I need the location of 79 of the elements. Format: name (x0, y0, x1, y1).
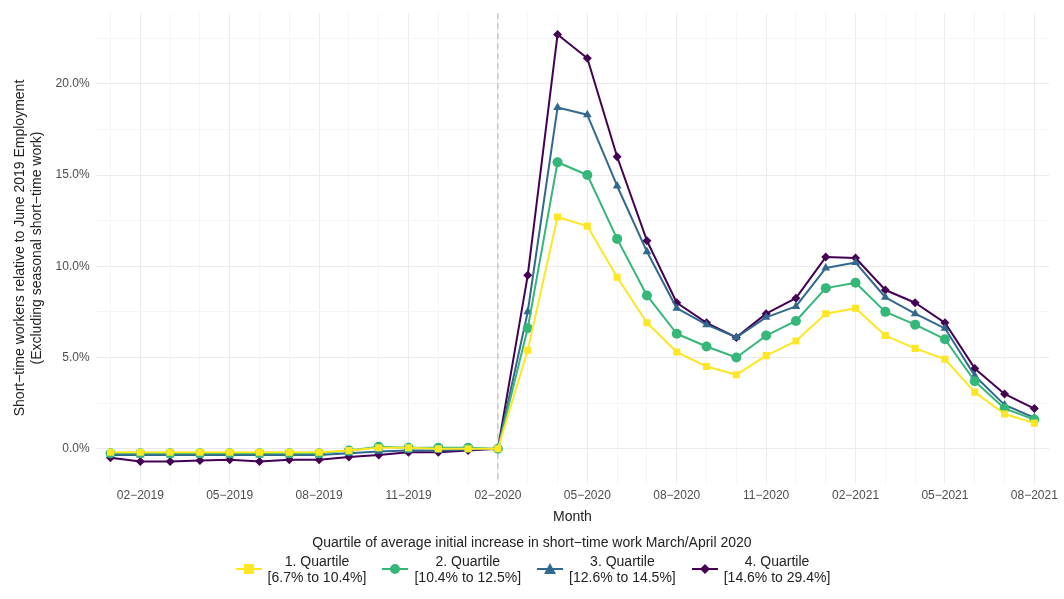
point (1001, 410, 1009, 418)
point (195, 456, 205, 466)
y-tick-label: 20.0% (55, 76, 90, 91)
legend-label: 3. Quartile [12.6% to 14.5%] (569, 553, 676, 585)
point (583, 109, 592, 118)
point (732, 371, 740, 379)
point (671, 328, 682, 339)
x-tick-label: 05−2021 (921, 488, 969, 503)
point (822, 310, 830, 318)
point (971, 388, 979, 396)
point (939, 334, 950, 345)
point (673, 348, 681, 356)
x-tick-label: 02−2020 (474, 488, 522, 503)
legend-label: 1. Quartile [6.7% to 10.4%] (267, 553, 367, 585)
y-tick-label: 15.0% (55, 167, 90, 182)
point (791, 293, 801, 303)
point (731, 352, 742, 363)
point (553, 30, 563, 40)
point (881, 332, 889, 340)
x-tick-label: 11−2020 (743, 488, 790, 503)
point (881, 292, 890, 300)
x-axis-title: Month (552, 508, 592, 525)
point (910, 308, 920, 317)
point (851, 257, 860, 266)
point (762, 352, 770, 360)
point (850, 277, 861, 288)
x-tick-label: 02−2021 (832, 488, 880, 503)
y-tick-label: 5.0% (62, 349, 90, 364)
point (969, 376, 980, 387)
legend-title: Quartile of average initial increase in short−time work March/April 2020 (311, 534, 753, 550)
point (612, 152, 622, 162)
x-tick-label: 08−2019 (295, 488, 343, 503)
point (643, 319, 651, 327)
legend-label: 4. Quartile [14.6% to 29.4%] (723, 553, 831, 585)
point (672, 303, 682, 311)
point (820, 283, 831, 294)
point (910, 298, 920, 308)
point (641, 290, 652, 301)
x-tick-label: 05−2020 (563, 488, 612, 503)
point (911, 344, 919, 352)
point (910, 319, 921, 330)
point (1029, 404, 1039, 414)
point (642, 246, 652, 255)
point (701, 341, 712, 352)
point (552, 157, 563, 168)
point (790, 315, 801, 326)
point (642, 236, 652, 246)
legend-label: 2. Quartile [10.4% to 12.5%] (414, 553, 522, 585)
point (880, 306, 891, 317)
y-tick-label: 10.0% (55, 258, 90, 273)
y-tick-label: 0.0% (62, 441, 90, 455)
point (1000, 389, 1010, 399)
point (940, 323, 950, 331)
point (554, 213, 562, 221)
point (852, 304, 860, 312)
point (582, 170, 593, 181)
point (612, 233, 623, 244)
point (791, 301, 801, 309)
point (1030, 419, 1038, 427)
x-tick-label: 08−2020 (653, 488, 701, 503)
point (821, 263, 831, 271)
point (583, 222, 591, 230)
y-axis-title: Short−time workers relative to June 2019 Employment (Excluding seasonal short−time work) (11, 79, 45, 417)
x-tick-label: 11−2019 (385, 488, 432, 503)
point (553, 102, 562, 111)
point (821, 252, 831, 262)
point (880, 285, 890, 295)
point (703, 363, 711, 371)
x-tick-label: 02−2019 (116, 488, 165, 503)
point (761, 330, 772, 341)
point (522, 323, 533, 334)
point (792, 337, 800, 345)
x-tick-label: 05−2019 (206, 488, 254, 503)
point (523, 270, 533, 280)
point (524, 346, 532, 354)
point (941, 355, 949, 363)
point (613, 273, 621, 281)
x-tick-label: 08−2021 (1010, 488, 1059, 503)
point (582, 53, 592, 63)
